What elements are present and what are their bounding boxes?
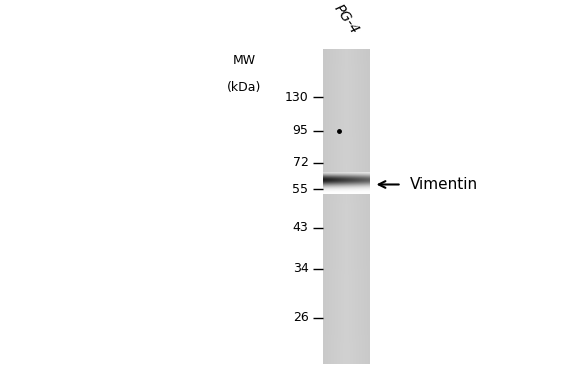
Text: 95: 95 xyxy=(293,124,308,137)
Text: 55: 55 xyxy=(293,183,308,195)
Text: Vimentin: Vimentin xyxy=(410,177,478,192)
Text: 130: 130 xyxy=(285,91,308,104)
Text: 72: 72 xyxy=(293,156,308,169)
Text: 34: 34 xyxy=(293,262,308,275)
Text: MW: MW xyxy=(233,54,256,67)
Text: 26: 26 xyxy=(293,311,308,324)
Text: 43: 43 xyxy=(293,222,308,234)
Text: PG-4: PG-4 xyxy=(331,2,361,37)
Text: (kDa): (kDa) xyxy=(227,81,262,94)
